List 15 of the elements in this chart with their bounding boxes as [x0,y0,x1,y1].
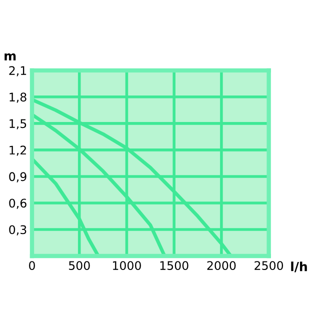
x-tick-label: 2000 [207,261,236,270]
x-tick-label: 500 [69,261,90,270]
y-axis-title: m [4,53,16,60]
y-tick-label: 0,6 [9,198,26,209]
y-tick-label: 2,1 [9,66,26,76]
y-tick-label: 1,8 [10,92,26,103]
x-axis-title: l/h [291,262,307,272]
y-tick-label: 1,5 [10,119,26,130]
y-tick-label: 0,3 [9,225,26,236]
y-tick-label: 0,9 [9,172,26,182]
x-tick-label: 2500 [254,261,284,270]
x-tick-label: 1500 [160,261,188,270]
y-tick-label: 1,2 [10,146,26,156]
x-tick-label: 1000 [112,261,141,270]
x-tick-label: 0 [29,261,35,270]
